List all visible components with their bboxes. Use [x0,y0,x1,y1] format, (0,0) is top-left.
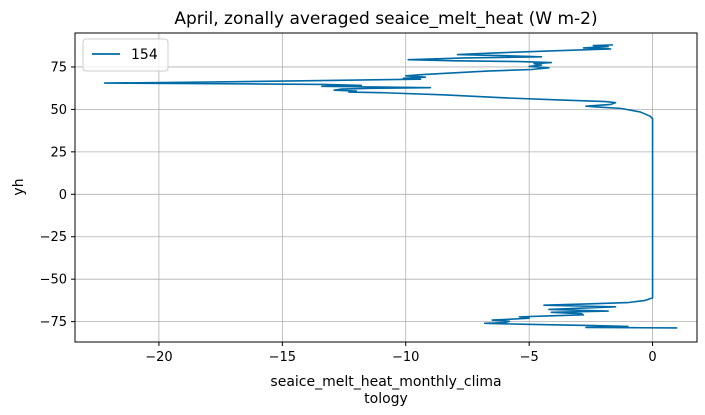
legend: 154 [82,38,169,72]
y-tick-label: −25 [40,230,67,245]
x-axis-label-line-1: seaice_melt_heat_monthly_clima [270,374,501,390]
y-tick-label: 25 [50,145,67,160]
axes-frame [74,32,698,343]
y-tick-label: −50 [40,273,67,288]
grid [75,33,697,342]
series-line-154 [103,44,678,329]
y-tick-label: 75 [50,60,67,75]
legend-label: 154 [131,47,158,63]
x-axis-label-line-2: tology [364,391,408,407]
chart-title: April, zonally averaged seaice_melt_heat… [174,9,597,29]
legend-box [82,38,169,72]
x-tick-label: 0 [648,350,656,365]
y-axis-label: yh [11,178,27,195]
x-tick-label: −5 [520,350,539,365]
plot-lines [103,44,678,329]
x-tick-label: −10 [392,350,419,365]
x-tick-label: −20 [145,350,172,365]
x-tick-label: −15 [269,350,296,365]
y-tick-label: 50 [50,103,67,118]
y-tick-label: −75 [40,315,67,330]
y-tick-label: 0 [59,188,67,203]
